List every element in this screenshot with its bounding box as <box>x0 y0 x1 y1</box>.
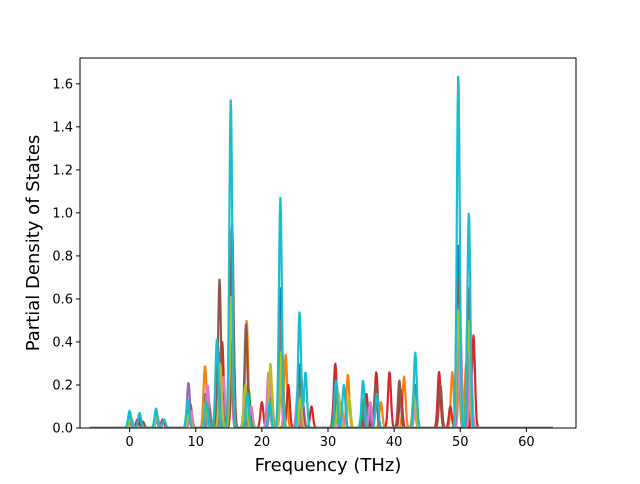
x-tick-label: 0 <box>125 435 133 450</box>
y-tick-label: 1.6 <box>52 77 73 92</box>
x-tick-label: 60 <box>518 435 535 450</box>
y-tick-label: 1.2 <box>52 163 73 178</box>
x-tick-label: 30 <box>320 435 337 450</box>
x-tick-label: 50 <box>452 435 469 450</box>
y-tick-label: 0.6 <box>52 292 73 307</box>
axes-frame <box>79 57 577 429</box>
y-tick-label: 0.8 <box>52 249 73 264</box>
x-tick-label: 10 <box>187 435 204 450</box>
x-tick-label: 40 <box>386 435 403 450</box>
y-tick-label: 0.0 <box>52 422 73 437</box>
x-axis-label: Frequency (THz) <box>255 455 402 476</box>
y-tick-label: 0.2 <box>52 378 73 393</box>
y-tick-label: 1.4 <box>52 120 73 135</box>
y-tick-label: 0.4 <box>52 335 73 350</box>
y-axis-label: Partial Density of States <box>23 135 44 352</box>
x-tick-label: 20 <box>254 435 271 450</box>
pdos-series-line <box>89 75 554 428</box>
tick-layer: 0 10 20 30 40 50 60 0.0 0.2 0.4 0.6 0.8 1.0 1.2 1.4 1.6 <box>52 77 534 450</box>
y-tick-label: 1.0 <box>52 206 73 221</box>
